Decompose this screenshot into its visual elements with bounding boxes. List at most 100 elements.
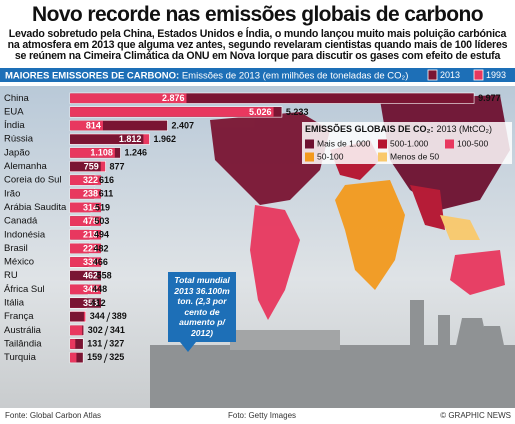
category-label: Coreia do Sul [4, 175, 62, 186]
category-label: Brasil [4, 243, 28, 254]
value-label: 322 [83, 175, 98, 185]
map-legend-swatch [305, 139, 314, 149]
bar [70, 134, 144, 144]
bar [70, 339, 76, 349]
label-box [70, 216, 101, 226]
value-label: 131 327 [87, 339, 124, 349]
value-label: 1.246 [124, 148, 147, 158]
value-label: 482 [94, 243, 109, 253]
category-label: Indonésia [4, 229, 46, 240]
value-label: 325 [109, 352, 124, 362]
bar [70, 148, 115, 158]
chart-subtitle: Emissões de 2013 (em milhões de tonelada… [182, 70, 409, 81]
label-box [70, 270, 101, 281]
map-legend-swatch [378, 152, 387, 162]
value-label: 1.108 [90, 148, 113, 158]
map-legend-swatch [445, 139, 454, 149]
category-label: Irão [4, 188, 20, 199]
category-label: Itália [4, 298, 25, 309]
value-label: 341 [110, 325, 125, 335]
title: Novo recorde nas emissões globais de car… [32, 3, 484, 26]
annotation-bubble [168, 272, 236, 352]
category-label: México [4, 257, 34, 268]
value-label: 5.026 [249, 107, 272, 117]
label-separator [106, 312, 111, 323]
value-label: 611 [99, 189, 114, 199]
value-label: 302 341 [88, 325, 125, 335]
map-legend-swatch [305, 152, 314, 162]
value-label: 462 [83, 271, 98, 281]
annotation-text: Total mundial 2013 36.100m ton. (2,3 por… [174, 275, 230, 338]
category-label: África Sul [4, 284, 45, 295]
chart-header-bar [0, 68, 515, 82]
bar [70, 311, 84, 322]
map-legend-label: 50-100 [317, 151, 344, 161]
category-label: EUA [4, 106, 24, 117]
value-label: 238 [83, 189, 98, 199]
footer-bar [0, 408, 515, 424]
label-box [70, 298, 101, 308]
label-box [70, 284, 101, 295]
value-label: 616 [99, 175, 114, 185]
bar [70, 352, 77, 363]
bar [70, 325, 83, 336]
map-legend-swatch [378, 139, 387, 149]
value-label: 478 [83, 216, 98, 226]
value-label: 327 [109, 339, 124, 349]
value-label: 344 [90, 312, 105, 322]
value-label: 2.876 [162, 93, 185, 103]
photo-credit: Foto: Getty Images [228, 411, 296, 420]
category-label: Alemanha [4, 161, 47, 172]
category-label: Índia [4, 120, 25, 131]
value-label: 5.233 [286, 107, 309, 117]
legend-label: 2013 [440, 70, 460, 80]
value-label: 159 [87, 352, 102, 362]
legend-swatch [427, 69, 438, 81]
value-label: 131 [87, 339, 102, 349]
map-legend-label: Mais de 1.000 [317, 138, 371, 148]
power-station [150, 300, 515, 408]
category-label: Tailândia [4, 338, 42, 349]
bar [70, 120, 103, 131]
category-label: Japão [4, 147, 30, 158]
label-separator [103, 353, 108, 363]
chart-title: MAIORES EMISSORES DE CARBONO: [5, 70, 179, 81]
map-legend-label: 100-500 [457, 138, 488, 148]
map-legend-label: 500-1.000 [390, 138, 429, 148]
label-box [70, 257, 101, 267]
map-legend-title: EMISSÕES GLOBAIS DE CO₂: [305, 124, 434, 134]
legend-label: 1993 [486, 70, 506, 80]
value-label: 448 [92, 284, 107, 294]
category-label: RU [4, 270, 18, 281]
value-label: 330 [83, 257, 98, 267]
value-label: 759 [84, 161, 99, 171]
label-box [70, 189, 101, 199]
value-label: 494 [94, 230, 109, 240]
value-label: 558 [97, 271, 112, 281]
label-separator [104, 325, 109, 336]
label-box [70, 202, 101, 213]
chart-title: MAIORES EMISSORES DE CARBONO: Emissões d… [5, 70, 408, 81]
category-label: França [4, 311, 34, 322]
label-box [70, 243, 101, 254]
annotation: Total mundial 2013 36.100m ton. (2,3 por… [174, 275, 230, 338]
value-label: 877 [110, 161, 125, 171]
category-label: China [4, 93, 30, 104]
source: Fonte: Global Carbon Atlas [5, 411, 101, 420]
legend-swatch [473, 69, 484, 81]
value-label: 503 [94, 216, 109, 226]
value-label: 1.812 [119, 134, 142, 144]
value-label: 221 [83, 243, 98, 253]
category-label: Canadá [4, 216, 38, 227]
value-label: 344 389 [90, 312, 127, 322]
bar [70, 161, 101, 172]
category-label: Arábia Saudita [4, 202, 67, 213]
credit: © GRAPHIC NEWS [440, 411, 511, 420]
label-box [70, 230, 101, 240]
value-label: 814 [86, 120, 101, 130]
value-label: 466 [93, 257, 108, 267]
value-label: 342 [83, 284, 98, 294]
value-label: 412 [91, 298, 106, 308]
